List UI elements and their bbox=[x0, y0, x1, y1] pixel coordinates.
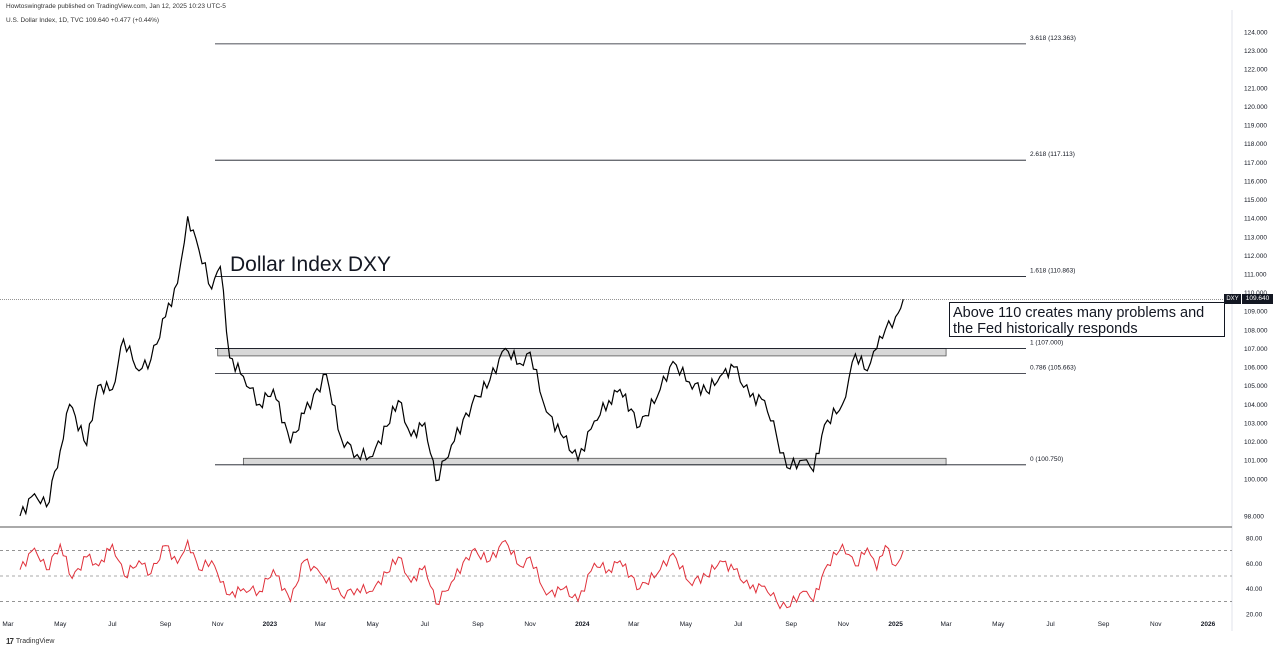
last-price-value-badge: 109.640 bbox=[1242, 294, 1273, 304]
publisher-line: Howtoswingtrade published on TradingView… bbox=[6, 3, 226, 10]
rsi-guides bbox=[0, 550, 1232, 602]
price-series-line bbox=[19, 216, 904, 517]
zone-0 bbox=[217, 348, 947, 357]
time-tick-label: May bbox=[54, 621, 67, 628]
price-tick-label: 105.000 bbox=[1244, 383, 1268, 390]
fib-label-3.618: 3.618 (123.363) bbox=[1030, 35, 1076, 42]
time-tick-label: Mar bbox=[628, 621, 640, 628]
price-tick-label: 119.000 bbox=[1244, 123, 1267, 130]
price-tick-label: 113.000 bbox=[1244, 234, 1267, 241]
price-tick-label: 111.000 bbox=[1244, 272, 1267, 279]
time-tick-label: Sep bbox=[785, 621, 797, 628]
fib-label-0.786: 0.786 (105.663) bbox=[1030, 364, 1076, 371]
support-resistance-zones bbox=[217, 348, 947, 466]
time-tick-label: Sep bbox=[472, 621, 484, 628]
price-tick-label: 102.000 bbox=[1244, 439, 1268, 446]
price-tick-label: 116.000 bbox=[1244, 178, 1267, 185]
time-tick-label: Sep bbox=[160, 621, 172, 628]
price-tick-label: 109.000 bbox=[1244, 309, 1268, 316]
rsi-tick-label: 20.00 bbox=[1246, 612, 1263, 619]
time-tick-label: May bbox=[366, 621, 379, 628]
price-tick-label: 110.000 bbox=[1244, 290, 1267, 297]
time-tick-label: Jul bbox=[421, 621, 430, 628]
time-tick-label: Nov bbox=[1150, 621, 1162, 628]
price-tick-label: 122.000 bbox=[1244, 67, 1268, 74]
time-tick-label: May bbox=[680, 621, 693, 628]
price-tick-label: 121.000 bbox=[1244, 85, 1268, 92]
price-tick-label: 104.000 bbox=[1244, 402, 1268, 409]
time-tick-label: May bbox=[992, 621, 1005, 628]
price-tick-label: 108.000 bbox=[1244, 327, 1268, 334]
fibonacci-levels: 3.618 (123.363) 2.618 (117.113) 1.618 (110… bbox=[215, 35, 1076, 466]
price-tick-label: 114.000 bbox=[1244, 216, 1267, 223]
price-tick-label: 117.000 bbox=[1244, 160, 1267, 167]
fib-label-1: 1 (107.000) bbox=[1030, 339, 1063, 346]
time-tick-label: Mar bbox=[2, 621, 14, 628]
price-tick-label: 123.000 bbox=[1244, 48, 1268, 55]
note-line-2: the Fed historically responds bbox=[953, 321, 1138, 337]
zone-1 bbox=[242, 457, 947, 466]
price-tick-label: 98.000 bbox=[1244, 514, 1264, 521]
rsi-tick-label: 80.00 bbox=[1246, 536, 1263, 543]
rsi-tick-label: 60.00 bbox=[1246, 561, 1263, 568]
tradingview-logo-icon: 17 bbox=[6, 637, 14, 646]
fib-label-2.618: 2.618 (117.113) bbox=[1030, 151, 1075, 158]
time-tick-label: Jul bbox=[1046, 621, 1055, 628]
rsi-axis-ticks: 20.00 40.00 60.00 80.00 bbox=[1246, 536, 1263, 619]
price-tick-label: 101.000 bbox=[1244, 458, 1268, 465]
chart-annotation-title: Dollar Index DXY bbox=[230, 253, 392, 276]
time-tick-label: Nov bbox=[838, 621, 850, 628]
symbol-legend: U.S. Dollar Index, 1D, TVC 109.640 +0.47… bbox=[6, 17, 160, 24]
price-tick-label: 107.000 bbox=[1244, 346, 1268, 353]
brand-text: TradingView bbox=[15, 638, 55, 645]
price-tick-label: 100.000 bbox=[1244, 476, 1268, 483]
fib-label-0: 0 (100.750) bbox=[1030, 456, 1063, 463]
price-axis-ticks: 98.000 100.000 101.000 102.000 103.000 104.00… bbox=[1244, 30, 1268, 521]
price-tick-label: 112.000 bbox=[1244, 253, 1267, 260]
time-tick-label: Nov bbox=[524, 621, 536, 628]
rsi-tick-label: 40.00 bbox=[1246, 586, 1263, 593]
time-tick-label: 2025 bbox=[888, 621, 903, 628]
time-tick-label: Mar bbox=[315, 621, 327, 628]
time-tick-label: Jul bbox=[108, 621, 117, 628]
time-tick-label: Sep bbox=[1098, 621, 1110, 628]
rsi-series-line bbox=[19, 538, 904, 610]
fib-label-1.618: 1.618 (110.863) bbox=[1030, 268, 1075, 275]
price-tick-label: 120.000 bbox=[1244, 104, 1268, 111]
price-tick-label: 124.000 bbox=[1244, 30, 1268, 37]
price-tick-label: 115.000 bbox=[1244, 197, 1267, 204]
price-tick-label: 106.000 bbox=[1244, 365, 1268, 372]
time-tick-label: Mar bbox=[940, 621, 952, 628]
chart-annotation-note: Above 110 creates many problems and the … bbox=[949, 302, 1225, 337]
footer-brand[interactable]: 17 TradingView bbox=[6, 637, 54, 646]
time-tick-label: Nov bbox=[212, 621, 224, 628]
time-tick-label: Jul bbox=[734, 621, 743, 628]
time-tick-label: 2024 bbox=[575, 621, 590, 628]
price-tick-label: 103.000 bbox=[1244, 420, 1268, 427]
time-axis-ticks: Mar May Jul Sep Nov 2023 Mar May Jul Sep Nov 2024 Ma… bbox=[2, 621, 1215, 628]
time-tick-label: 2023 bbox=[263, 621, 278, 628]
price-tick-label: 118.000 bbox=[1244, 141, 1267, 148]
last-price-symbol-badge: DXY bbox=[1224, 294, 1241, 304]
time-tick-label: 2026 bbox=[1201, 621, 1216, 628]
note-line-1: Above 110 creates many problems and bbox=[953, 305, 1205, 321]
